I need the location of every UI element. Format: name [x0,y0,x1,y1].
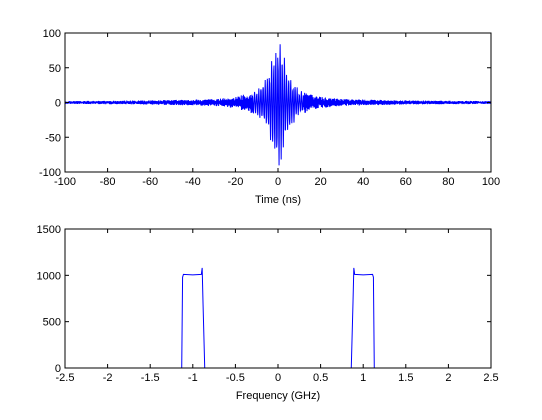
x-tick-label: -100 [54,176,76,188]
x-tick-label: -1 [188,372,198,384]
y-tick-label: 1500 [37,224,61,236]
x-tick-label: 2 [445,372,451,384]
x-tick-label: 60 [400,176,412,188]
x-tick-label: 2.5 [483,372,498,384]
x-tick-label: 0 [275,372,281,384]
time-domain-xlabel: Time (ns) [255,194,301,206]
frequency-domain-plot: -2.5 -2 -1.5 -1 -0.5 0 0.5 1 1.5 2 2.5 0 500 1000 1500… [37,224,499,402]
x-tick-label: 20 [314,176,326,188]
time-domain-plot: -100 -80 -60 -40 -20 0 20 40 60 80 100 -100 -50 0 50 10… [39,28,500,206]
time-domain-axes: -100 -80 -60 -40 -20 0 20 40 60 80 100 -100 -50 0 50 10… [39,28,500,188]
y-tick-label: 0 [55,363,61,375]
x-tick-label: 1 [360,372,366,384]
x-tick-label: 40 [357,176,369,188]
x-tick-label: 80 [442,176,454,188]
y-tick-label: 50 [49,63,61,75]
x-tick-label: -40 [185,176,201,188]
data-line [65,267,491,368]
y-tick-label: 500 [43,317,61,329]
y-tick-label: 0 [55,98,61,110]
data-line [65,44,491,166]
x-tick-label: -2.5 [56,372,75,384]
x-tick-label: 100 [482,176,500,188]
x-tick-label: -20 [227,176,243,188]
frequency-domain-axes: -2.5 -2 -1.5 -1 -0.5 0 0.5 1 1.5 2 2.5 0 500 1000 1500 [37,224,499,384]
y-tick-label: -50 [45,132,61,144]
x-tick-label: -2 [103,372,113,384]
y-tick-label: 1000 [37,270,61,282]
frequency-domain-xlabel: Frequency (GHz) [236,390,320,402]
x-tick-label: 0 [275,176,281,188]
x-tick-label: -60 [142,176,158,188]
y-tick-label: -100 [39,167,61,179]
x-tick-label: 1.5 [398,372,413,384]
x-tick-label: -0.5 [226,372,245,384]
x-tick-label: -1.5 [141,372,160,384]
y-tick-label: 100 [43,28,61,40]
x-tick-label: -80 [100,176,116,188]
x-tick-label: 0.5 [313,372,328,384]
